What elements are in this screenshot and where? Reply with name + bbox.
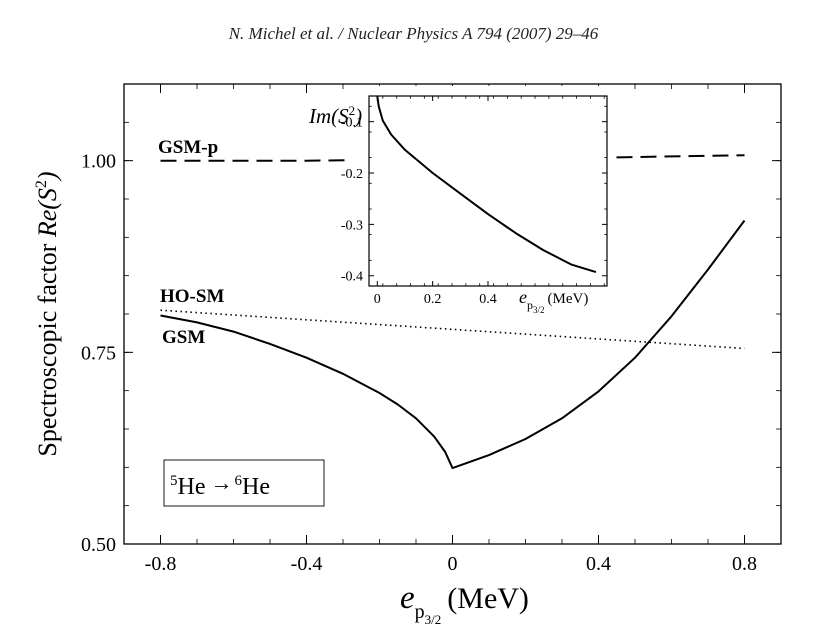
inset-x-axis-label: ep3/2(MeV) (519, 287, 588, 315)
main-y-tick-label: 0.75 (81, 342, 116, 364)
reaction-b-superscript: 6 (234, 473, 242, 489)
inset-x-tick-label: 0 (374, 292, 381, 307)
inset-series-group (376, 95, 597, 274)
reaction-a-element: He (178, 474, 206, 500)
series-label-ho-sm: HO-SM (160, 286, 224, 307)
inset-background (350, 86, 610, 288)
main-series-gsm-line (160, 219, 746, 470)
main-x-tick-label: 0 (448, 553, 458, 575)
inset-x-axis-label-e: e (519, 287, 527, 307)
main-y-axis-label-text: Spectroscopic factor (33, 237, 62, 456)
main-x-tick-label: 0.8 (732, 553, 757, 575)
inset-x-tick-label: 0.2 (424, 292, 442, 307)
main-y-axis-label-func: Re(S (33, 188, 62, 238)
main-x-tick-label: 0.4 (586, 553, 611, 575)
inset-y-axis-label: Im(S2) (308, 103, 362, 128)
paper-running-header: N. Michel et al. / Nuclear Physics A 794… (228, 24, 599, 43)
reaction-a-superscript: 5 (170, 473, 178, 489)
main-x-tick-label: -0.8 (145, 553, 177, 575)
reaction-b-element: He (242, 474, 270, 500)
inset-y-axis-label-sup: 2 (349, 103, 356, 118)
main-x-axis-label-e: e (400, 580, 415, 616)
inset-y-tick-label: -0.4 (341, 270, 363, 285)
inset-y-tick-label: -0.1 (341, 116, 363, 131)
main-y-axis-label-sup: 2 (33, 180, 50, 188)
reaction-label-box (163, 459, 325, 507)
inset-x-axis-label-unit: (MeV) (548, 291, 589, 307)
reaction-arrow: → (210, 470, 232, 495)
inset-y-axis-label-close: ) (354, 104, 362, 128)
inset-y-tick-label: -0.3 (341, 218, 363, 233)
inset-x-axis-label-sub: p (527, 298, 533, 312)
main-y-axis-label: Spectroscopic factor Re(S2) (33, 171, 62, 456)
main-y-tick-label: 1.00 (81, 151, 116, 173)
main-x-axis-label-subsub: 3/2 (425, 612, 442, 627)
inset-x-axis-label-subsub: 3/2 (533, 305, 545, 315)
main-series-ho-sm-line (160, 309, 745, 350)
main-y-axis-label-close: ) (33, 171, 62, 182)
inset-y-axis-label-func: Im(S (308, 104, 349, 128)
inset-axis-ticks: 0 0.2 0.4 -0.1 -0.2 -0.3 -0.4 (341, 96, 607, 307)
reaction-label: 5He → 6He (170, 470, 270, 500)
inset-series-0-line (376, 95, 597, 274)
main-y-tick-label: 0.50 (81, 534, 116, 556)
main-x-axis-label-sub: p (415, 601, 425, 623)
main-x-axis-label-unit: (MeV) (447, 582, 529, 615)
series-label-gsm-p: GSM-p (158, 137, 218, 158)
main-x-tick-label: -0.4 (291, 553, 323, 575)
series-label-gsm: GSM (162, 327, 205, 348)
inset-y-tick-label: -0.2 (341, 167, 363, 182)
main-axis-ticks: -0.8 -0.4 0 0.4 0.8 0.50 0.75 1.00 (81, 84, 781, 575)
inset-x-tick-label: 0.4 (479, 292, 497, 307)
main-x-axis-label: ep3/2 (MeV) (400, 580, 529, 627)
